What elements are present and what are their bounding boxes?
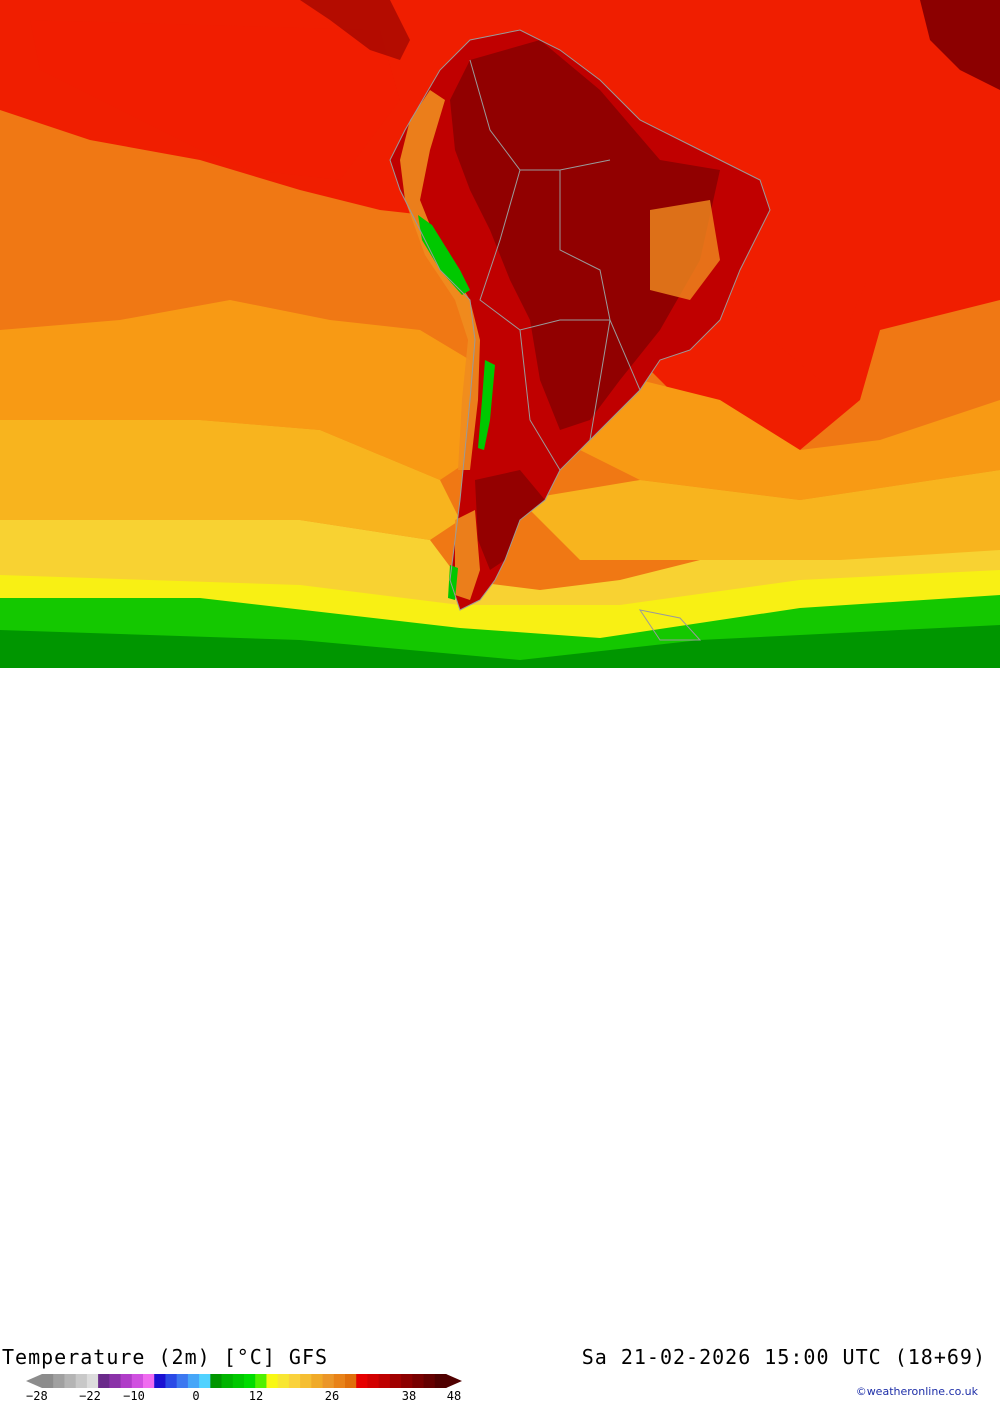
scale-tick-label: 12 <box>249 1389 263 1401</box>
scale-swatch <box>244 1374 256 1388</box>
scale-arrow-left <box>26 1374 42 1388</box>
andes-cold-strip <box>418 215 470 295</box>
andes-warm-strip <box>400 90 480 470</box>
land-warm-highlands <box>650 200 720 300</box>
country-borders <box>389 29 771 641</box>
scale-tick-label: 48 <box>447 1389 461 1401</box>
ocean-band-mild-east <box>560 380 1000 500</box>
scale-tick-label: 38 <box>402 1389 416 1401</box>
scale-swatch <box>109 1374 122 1388</box>
scale-swatch <box>401 1374 413 1388</box>
scale-tick-label: 26 <box>325 1389 339 1401</box>
land-warm-patagonia <box>455 510 480 600</box>
scale-swatch <box>333 1374 346 1388</box>
scale-swatch <box>367 1374 380 1388</box>
ocean-band-mild <box>0 300 470 480</box>
scale-swatch <box>389 1374 402 1388</box>
scale-tick-label: 0 <box>192 1389 199 1401</box>
scale-swatch <box>154 1374 166 1388</box>
scale-swatch <box>53 1374 65 1388</box>
color-scale-legend: −28 −22 −10 0 12 26 38 48 <box>26 1374 462 1401</box>
scale-swatch <box>187 1374 200 1388</box>
scale-swatch <box>131 1374 144 1388</box>
scale-swatch <box>143 1374 155 1388</box>
scale-swatch <box>300 1374 312 1388</box>
scale-swatch <box>412 1374 425 1388</box>
central-america <box>300 0 410 60</box>
ocean-band-cool <box>0 420 460 540</box>
scale-swatch <box>322 1374 335 1388</box>
andes-cold-strip-south <box>478 360 495 450</box>
ocean-band-hot-west <box>30 20 400 180</box>
ocean-band-yellow <box>0 570 1000 640</box>
africa-corner <box>920 0 1000 90</box>
scale-swatch <box>75 1374 88 1388</box>
scale-swatch <box>356 1374 368 1388</box>
scale-swatch <box>120 1374 133 1388</box>
scale-swatch <box>288 1374 301 1388</box>
scale-tick-label: −10 <box>123 1389 145 1401</box>
credit-link[interactable]: ©weatheronline.co.uk <box>855 1385 978 1398</box>
scale-swatch <box>232 1374 245 1388</box>
scale-arrow-right <box>446 1374 462 1388</box>
valid-time: Sa 21-02-2026 15:00 UTC (18+69) <box>581 1345 986 1369</box>
ocean-band-darkgreen <box>0 625 1000 668</box>
scale-swatch <box>210 1374 223 1388</box>
scale-swatch <box>86 1374 99 1388</box>
scale-swatch <box>345 1374 357 1388</box>
scale-swatch <box>221 1374 234 1388</box>
scale-tick-label: −22 <box>79 1389 101 1401</box>
land-hot-interior <box>450 40 720 430</box>
ocean-band-cool-east <box>520 470 1000 560</box>
scale-swatch <box>378 1374 391 1388</box>
scale-swatch <box>199 1374 211 1388</box>
scale-swatch <box>165 1374 178 1388</box>
temperature-map <box>0 0 1000 668</box>
scale-swatch <box>311 1374 324 1388</box>
scale-swatch <box>434 1374 447 1388</box>
scale-tick-label: −28 <box>26 1389 48 1401</box>
scale-swatch <box>255 1374 267 1388</box>
map-title: Temperature (2m) [°C] GFS <box>2 1345 329 1369</box>
scale-swatch <box>423 1374 436 1388</box>
scale-swatch <box>277 1374 290 1388</box>
land-hot-south <box>475 470 545 570</box>
scale-swatch <box>98 1374 110 1388</box>
map-footer: Temperature (2m) [°C] GFS Sa 21-02-2026 … <box>0 668 1000 1401</box>
scale-swatch <box>64 1374 77 1388</box>
scale-swatch <box>266 1374 279 1388</box>
ocean-band-hot-east <box>740 60 1000 380</box>
scale-swatch <box>176 1374 189 1388</box>
scale-swatch <box>42 1374 54 1388</box>
